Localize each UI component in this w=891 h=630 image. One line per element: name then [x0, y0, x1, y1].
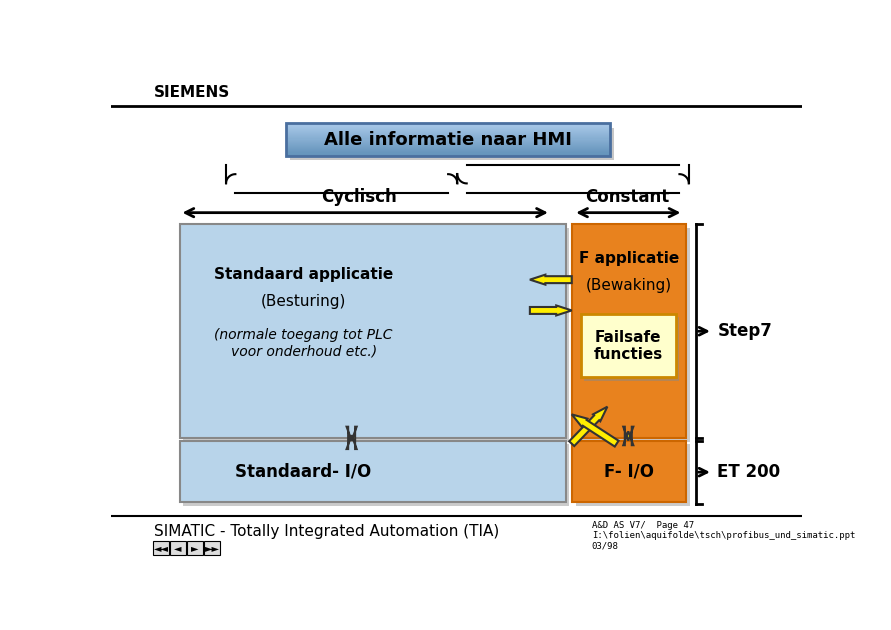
Text: SIMATIC - Totally Integrated Automation (TIA): SIMATIC - Totally Integrated Automation … [154, 524, 499, 539]
FancyBboxPatch shape [286, 130, 609, 131]
FancyBboxPatch shape [286, 154, 609, 156]
Text: (normale toegang tot PLC
voor onderhoud etc.): (normale toegang tot PLC voor onderhoud … [215, 328, 393, 358]
Text: ◄◄: ◄◄ [153, 544, 168, 553]
FancyBboxPatch shape [286, 128, 609, 129]
FancyBboxPatch shape [286, 123, 609, 125]
FancyBboxPatch shape [572, 440, 686, 502]
Text: ►►: ►► [205, 544, 219, 553]
Text: (Besturing): (Besturing) [261, 294, 347, 309]
FancyBboxPatch shape [286, 127, 609, 128]
FancyBboxPatch shape [187, 541, 203, 554]
Polygon shape [530, 306, 572, 316]
FancyBboxPatch shape [286, 133, 609, 135]
FancyBboxPatch shape [286, 151, 609, 152]
FancyBboxPatch shape [184, 228, 569, 442]
FancyBboxPatch shape [286, 124, 609, 126]
Polygon shape [347, 427, 356, 449]
FancyBboxPatch shape [286, 129, 609, 130]
FancyBboxPatch shape [184, 444, 569, 506]
FancyBboxPatch shape [286, 146, 609, 147]
Text: Failsafe
functies: Failsafe functies [593, 329, 663, 362]
FancyBboxPatch shape [286, 143, 609, 144]
Polygon shape [530, 275, 572, 285]
Polygon shape [572, 415, 618, 447]
Text: SIEMENS: SIEMENS [154, 85, 230, 100]
FancyBboxPatch shape [286, 135, 609, 137]
FancyBboxPatch shape [286, 139, 609, 140]
FancyBboxPatch shape [286, 148, 609, 149]
FancyBboxPatch shape [581, 314, 675, 377]
FancyBboxPatch shape [286, 142, 609, 143]
FancyBboxPatch shape [170, 541, 186, 554]
Text: Alle informatie naar HMI: Alle informatie naar HMI [323, 130, 572, 149]
Text: ◄: ◄ [175, 544, 182, 553]
FancyBboxPatch shape [576, 228, 691, 442]
FancyBboxPatch shape [286, 149, 609, 151]
Text: Standaard- I/O: Standaard- I/O [235, 462, 372, 481]
FancyBboxPatch shape [286, 152, 609, 154]
FancyBboxPatch shape [286, 134, 609, 135]
Polygon shape [624, 427, 634, 445]
Text: Step7: Step7 [717, 322, 772, 340]
FancyBboxPatch shape [584, 318, 679, 381]
FancyBboxPatch shape [286, 145, 609, 146]
FancyBboxPatch shape [153, 541, 168, 554]
FancyBboxPatch shape [286, 136, 609, 138]
FancyBboxPatch shape [286, 139, 609, 141]
Text: (Bewaking): (Bewaking) [586, 278, 672, 294]
Text: A&D AS V7/  Page 47
I:\folien\aquifolde\tsch\profibus_und_simatic.ppt
03/98: A&D AS V7/ Page 47 I:\folien\aquifolde\t… [592, 520, 855, 551]
FancyBboxPatch shape [286, 144, 609, 146]
Text: Cyclisch: Cyclisch [322, 188, 397, 207]
FancyBboxPatch shape [286, 137, 609, 139]
FancyBboxPatch shape [286, 125, 609, 127]
Polygon shape [569, 407, 608, 446]
Text: F applicatie: F applicatie [579, 251, 679, 266]
FancyBboxPatch shape [204, 541, 220, 554]
Text: F- I/O: F- I/O [604, 462, 654, 481]
Text: Standaard applicatie: Standaard applicatie [214, 266, 393, 282]
FancyBboxPatch shape [576, 444, 691, 506]
FancyBboxPatch shape [290, 128, 615, 160]
Text: Constant: Constant [584, 188, 669, 207]
FancyBboxPatch shape [286, 151, 609, 153]
FancyBboxPatch shape [180, 440, 566, 502]
FancyBboxPatch shape [286, 132, 609, 134]
FancyBboxPatch shape [286, 140, 609, 142]
FancyBboxPatch shape [572, 224, 686, 438]
FancyBboxPatch shape [286, 147, 609, 149]
Text: ►: ► [192, 544, 199, 553]
FancyBboxPatch shape [286, 154, 609, 155]
Text: ET 200: ET 200 [717, 463, 781, 481]
FancyBboxPatch shape [286, 131, 609, 132]
FancyBboxPatch shape [180, 224, 566, 438]
